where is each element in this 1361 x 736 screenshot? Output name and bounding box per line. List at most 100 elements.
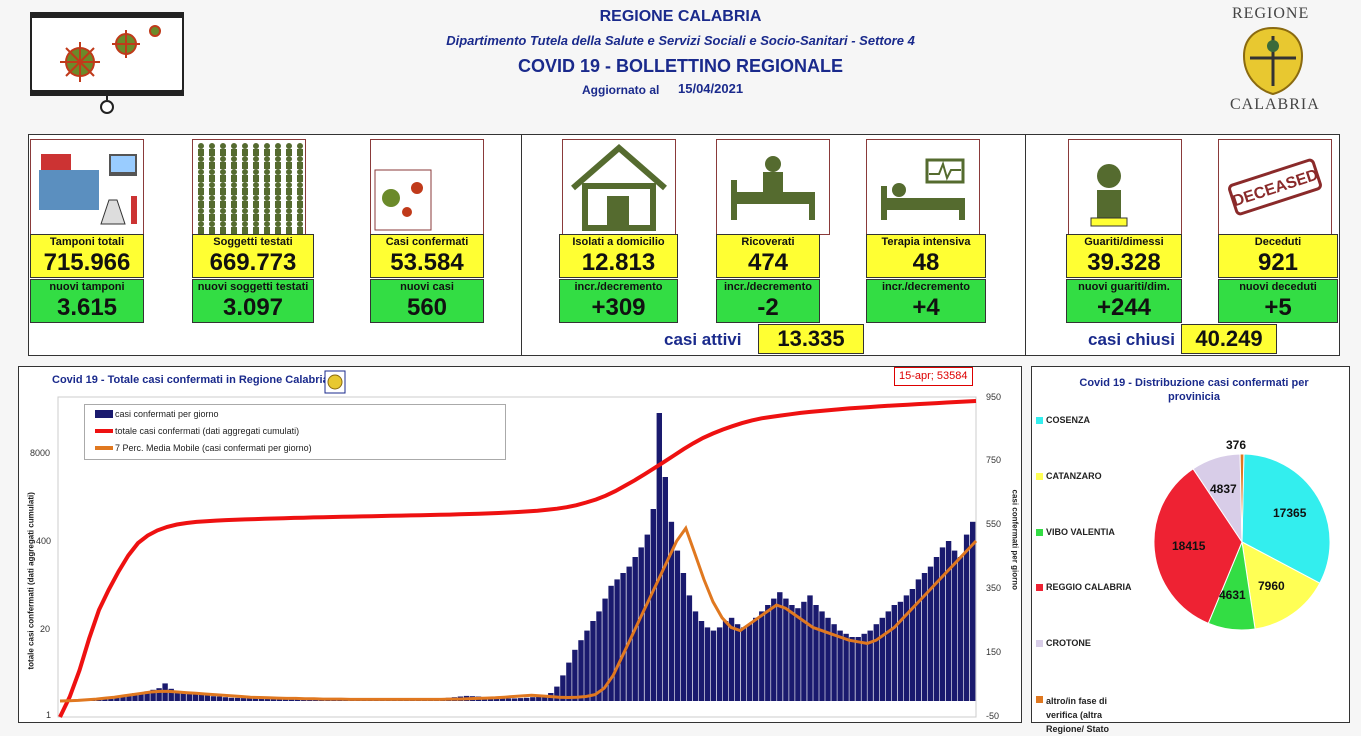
daily-cases-bar [620,573,625,701]
y2-tick: 150 [986,647,1001,657]
daily-cases-bar [856,637,861,701]
daily-cases-bar [554,687,559,701]
daily-cases-bar [584,631,589,701]
daily-cases-bar [193,694,198,701]
daily-cases-bar [693,611,698,701]
daily-cases-bar [705,627,710,701]
daily-cases-bar [771,599,776,701]
y2-tick: 750 [986,455,1001,465]
daily-cases-bar [753,618,758,701]
legend-altro: altro/in fase di verifica (altra Regione… [1046,694,1132,736]
daily-cases-bar [825,618,830,701]
y2-tick: -50 [986,711,999,721]
daily-cases-bar [946,541,951,701]
legend-crotone: CROTONE [1046,638,1091,648]
daily-cases-bar [765,605,770,701]
daily-cases-bar [241,698,246,701]
daily-cases-bar [512,698,517,701]
daily-cases-bar [801,602,806,701]
legend-swatch-catanzaro [1036,473,1043,480]
daily-cases-bar [711,631,716,701]
daily-cases-bar [874,624,879,701]
daily-cases-bar [741,627,746,701]
daily-cases-bar [608,586,613,701]
daily-cases-bar [837,631,842,701]
daily-cases-bar [886,611,891,701]
daily-cases-bar [229,698,234,701]
y-tick: 1 [46,710,51,720]
daily-cases-bar [819,611,824,701]
legend-swatch-cosenza [1036,417,1043,424]
daily-cases-bar [199,695,204,701]
daily-cases-bar [916,579,921,701]
legend-cosenza: COSENZA [1046,415,1090,425]
daily-cases-bar [596,611,601,701]
daily-cases-bar [783,599,788,701]
legend-swatch-crotone [1036,640,1043,647]
y-tick: 8000 [30,448,50,458]
daily-cases-bar [247,698,252,701]
daily-cases-bar [699,621,704,701]
daily-cases-bar [506,698,511,701]
daily-cases-bar [663,477,668,701]
daily-cases-bar [880,618,885,701]
daily-cases-bar [789,605,794,701]
legend-ma-label: 7 Perc. Media Mobile (casi confermati pe… [115,441,312,455]
daily-cases-bar [627,567,632,701]
daily-cases-bar [940,547,945,701]
daily-cases-bar [566,663,571,701]
y-axis-label: totale casi confermati (dati aggregati c… [27,520,36,670]
y2-tick: 550 [986,519,1001,529]
daily-cases-bar [651,509,656,701]
daily-cases-bar [235,698,240,701]
daily-cases-bar [717,627,722,701]
daily-cases-bar [813,605,818,701]
daily-cases-bar [747,624,752,701]
pie-value-label: 7960 [1258,579,1285,593]
daily-cases-bar [735,624,740,701]
daily-cases-bar [572,650,577,701]
pie-chart-title: Covid 19 - Distribuzione casi confermati… [1060,376,1328,404]
daily-cases-bar [729,618,734,701]
daily-cases-bar [211,696,216,701]
pie-value-label: 4631 [1219,588,1246,602]
daily-cases-bar [675,551,680,701]
daily-cases-bar [795,608,800,701]
y2-tick: 350 [986,583,1001,593]
daily-cases-bar [217,697,222,702]
pie-value-label: 4837 [1210,482,1237,496]
daily-cases-bar [958,557,963,701]
daily-cases-bar [205,695,210,701]
y2-axis-label: casi confermati per giorno [1011,490,1020,600]
daily-cases-bar [590,621,595,701]
daily-cases-bar [952,551,957,701]
daily-cases-bar [681,573,686,701]
daily-cases-bar [723,621,728,701]
daily-cases-bar [645,535,650,701]
daily-cases-bar [524,698,529,701]
legend-cumulative-label: totale casi confermati (dati aggregati c… [115,424,299,438]
daily-cases-bar [898,602,903,701]
daily-cases-bar [657,413,662,701]
legend-reggio-calabria: REGGIO CALABRIA [1046,582,1132,592]
daily-cases-bar [687,595,692,701]
pie-value-label: 17365 [1273,506,1306,520]
y-tick: 20 [40,624,50,634]
daily-cases-bar [639,547,644,701]
daily-cases-bar [518,698,523,701]
legend-swatch-vibo [1036,529,1043,536]
daily-cases-bar [578,640,583,701]
legend-daily-label: casi confermati per giorno [115,407,219,421]
daily-cases-bar [223,697,228,701]
daily-cases-bar [892,605,897,701]
legend-vibo-valentia: VIBO VALENTIA [1046,527,1115,537]
daily-cases-bar [964,535,969,701]
legend-swatch-altro [1036,696,1043,703]
daily-cases-bar [843,634,848,701]
trend-legend: casi confermati per giorno totale casi c… [84,404,506,460]
y-tick: 400 [36,536,51,546]
legend-swatch-reggio [1036,584,1043,591]
daily-cases-bar [614,579,619,701]
legend-catanzaro: CATANZARO [1046,471,1102,481]
daily-cases-bar [807,595,812,701]
